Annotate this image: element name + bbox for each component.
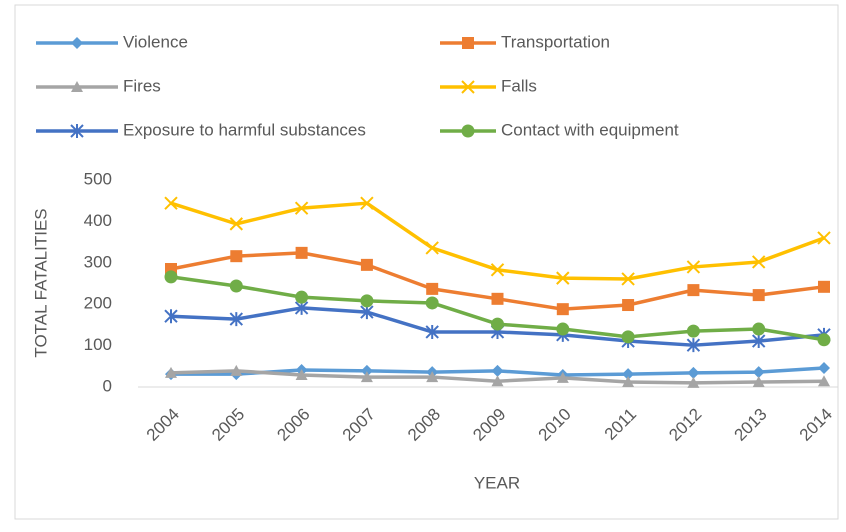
data-point	[491, 364, 504, 377]
data-point	[622, 376, 635, 388]
data-point	[360, 364, 373, 377]
data-point	[817, 333, 831, 347]
data-point	[817, 231, 831, 245]
legend-label: Fires	[123, 76, 161, 95]
data-point	[622, 299, 635, 312]
legend-label: Transportation	[501, 32, 610, 51]
data-point	[295, 368, 308, 380]
legend-marker	[71, 81, 83, 92]
data-point	[425, 324, 439, 339]
data-point	[752, 376, 765, 388]
data-point	[295, 290, 309, 304]
legend-marker	[71, 37, 83, 49]
data-point	[294, 201, 309, 215]
x-axis-label: YEAR	[474, 473, 520, 492]
data-point	[360, 196, 374, 210]
data-point	[751, 334, 766, 349]
data-point	[622, 368, 635, 381]
data-point	[426, 282, 439, 295]
y-tick-label: 0	[103, 376, 112, 395]
data-point	[752, 289, 765, 302]
legend-label: Contact with equipment	[501, 120, 679, 139]
data-point	[425, 296, 439, 310]
chart-frame	[14, 4, 839, 520]
y-tick-label: 300	[84, 252, 112, 271]
data-point	[818, 280, 830, 293]
data-point	[686, 324, 700, 338]
data-point	[687, 284, 700, 297]
data-point	[360, 371, 373, 383]
y-axis-label: TOTAL FATALITIES	[31, 208, 50, 357]
data-point	[621, 272, 635, 286]
data-point	[556, 303, 569, 316]
data-point	[556, 371, 569, 383]
data-point	[686, 260, 701, 274]
data-point	[687, 366, 700, 379]
data-point	[687, 376, 700, 388]
data-point	[751, 255, 766, 269]
data-point	[360, 305, 374, 320]
data-point	[229, 217, 244, 231]
data-point	[686, 338, 701, 353]
data-point	[491, 317, 504, 331]
y-tick-label: 400	[84, 211, 112, 230]
data-point	[230, 364, 243, 376]
data-point	[621, 330, 635, 344]
y-tick-label: 100	[84, 335, 112, 354]
data-point	[426, 371, 439, 383]
legend-marker	[462, 37, 474, 49]
data-point	[752, 366, 765, 379]
legend-label: Exposure to harmful substances	[123, 120, 366, 139]
data-point	[752, 322, 766, 336]
data-point	[229, 279, 243, 293]
data-point	[491, 292, 504, 305]
legend-marker	[461, 124, 475, 138]
legend-marker	[461, 80, 475, 94]
data-point	[164, 270, 178, 284]
data-point	[165, 366, 177, 378]
data-point	[490, 263, 505, 277]
data-point	[556, 271, 570, 285]
data-point	[230, 250, 243, 263]
y-tick-label: 500	[84, 169, 112, 188]
legend-label: Violence	[123, 32, 188, 51]
data-point	[818, 375, 830, 387]
legend-label: Falls	[501, 76, 537, 95]
data-point	[491, 375, 504, 387]
data-point	[556, 322, 570, 336]
data-point	[164, 309, 178, 324]
data-point	[295, 246, 308, 259]
data-point	[425, 241, 439, 255]
y-tick-label: 200	[84, 294, 112, 313]
data-point	[360, 294, 374, 308]
data-point	[229, 312, 244, 327]
data-point	[164, 196, 178, 210]
data-point	[818, 361, 830, 374]
legend-marker	[70, 124, 84, 138]
data-point	[360, 258, 373, 271]
